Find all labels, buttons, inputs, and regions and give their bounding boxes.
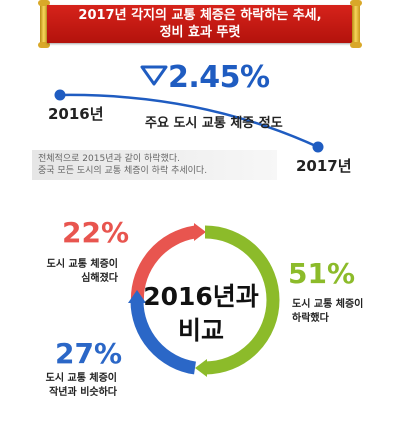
decline-percent: 2.45%	[168, 60, 270, 95]
scroll-rod-left	[38, 0, 50, 48]
start-point-marker	[54, 89, 66, 101]
worse-description: 도시 교통 체증이 심해졌다	[38, 258, 118, 286]
worse-desc-line-2: 심해졌다	[81, 273, 118, 284]
title-line-2: 정비 효과 뚜렷	[159, 25, 241, 40]
similar-desc-line-1: 도시 교통 체증이	[45, 373, 117, 384]
end-year-label: 2017년	[296, 157, 352, 175]
similar-description: 도시 교통 체증이 작년과 비슷하다	[35, 372, 117, 400]
end-point-marker	[312, 141, 324, 153]
trend-curve-graphic	[54, 65, 324, 153]
improved-desc-line-1: 도시 교통 체증이	[292, 299, 364, 310]
worse-percent: 22%	[62, 216, 130, 249]
note-line-2: 중국 모든 도시의 교통 체증이 하락 추세이다.	[38, 166, 208, 176]
start-year-label: 2016년	[48, 105, 104, 123]
similar-desc-line-2: 작년과 비슷하다	[49, 387, 117, 398]
ring-arrow-similar	[128, 290, 146, 303]
down-triangle-icon	[140, 65, 168, 86]
ring-arrow-improved	[195, 359, 207, 377]
ring-segment-similar	[130, 300, 197, 375]
title-banner: 2017년 각지의 교통 체증은 하락하는 추세, 정비 효과 뚜렷	[38, 0, 362, 48]
ring-segment-improved	[204, 225, 280, 375]
note-box: 전체적으로 2015년과 같이 하락했다. 중국 모든 도시의 교통 체증이 하…	[32, 150, 277, 180]
improved-description: 도시 교통 체증이 하락했다	[292, 298, 372, 326]
title-line-1: 2017년 각지의 교통 체증은 하락하는 추세,	[78, 8, 322, 23]
center-line-1: 2016년과	[143, 282, 259, 311]
ring-segment-worse	[130, 225, 197, 301]
note-line-1: 전체적으로 2015년과 같이 하락했다.	[38, 154, 180, 164]
similar-percent: 27%	[55, 337, 123, 370]
ring-arrow-worse	[194, 223, 206, 241]
banner-body: 2017년 각지의 교통 체증은 하락하는 추세, 정비 효과 뚜렷	[47, 5, 353, 43]
worse-desc-line-1: 도시 교통 체증이	[46, 259, 118, 270]
trend-description: 주요 도시 교통 체증 정도	[145, 116, 283, 131]
improved-percent: 51%	[288, 257, 356, 290]
improved-desc-line-2: 하락했다	[292, 313, 329, 324]
trend-line	[59, 93, 319, 149]
comparison-ring-graphic	[128, 223, 280, 377]
center-line-2: 비교	[177, 316, 224, 345]
scroll-rod-right	[350, 0, 362, 48]
ring-center-label: 2016년과 비교	[131, 280, 271, 348]
